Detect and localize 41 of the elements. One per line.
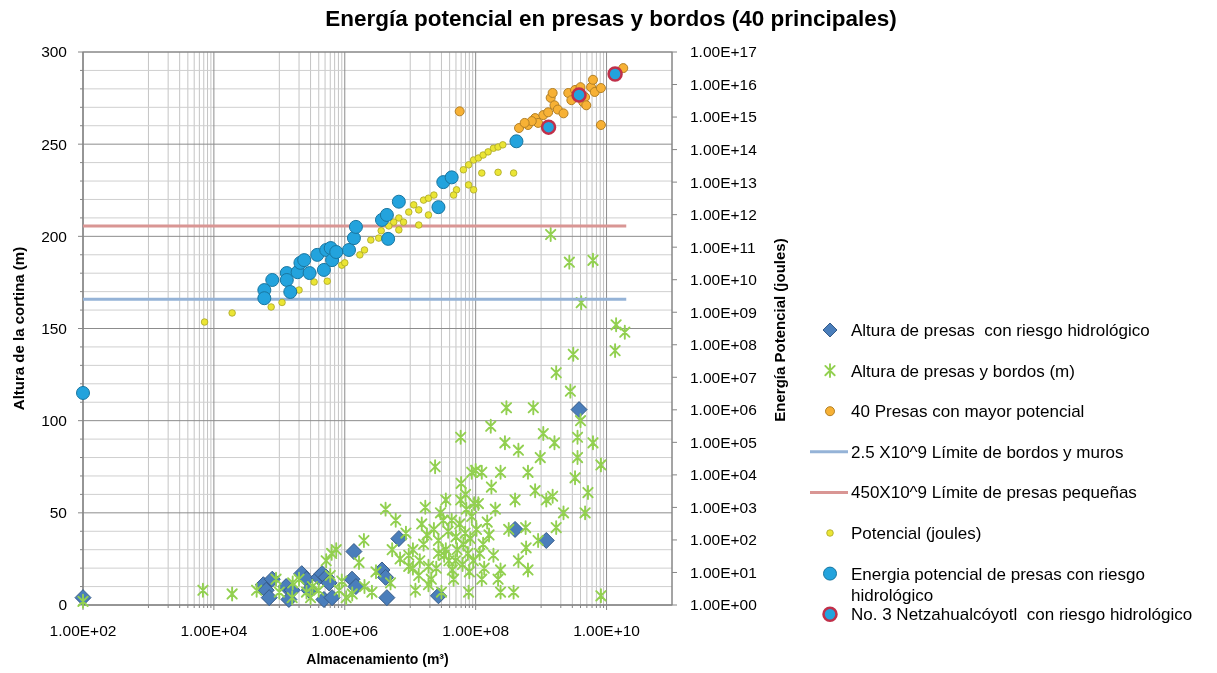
y-tick-label: 1.00E+02 <box>690 531 757 549</box>
y-tick-label: 150 <box>41 319 68 337</box>
x-axis-title: Almacenamiento (m³) <box>306 651 449 667</box>
y-tick-label: 1.00E+13 <box>690 173 757 191</box>
legend-label: 40 Presas con mayor potencial <box>851 402 1085 422</box>
y-tick-label: 0 <box>58 596 68 614</box>
y-tick-label: 1.00E+01 <box>690 563 757 581</box>
y-tick-label: 1.00E+12 <box>690 206 757 224</box>
legend-label: 2.5 X10^9 Límite de bordos y muros <box>851 442 1124 462</box>
y-tick-label: 100 <box>41 412 68 430</box>
x-tick-label: 1.00E+04 <box>180 622 248 639</box>
y-tick-label: 300 <box>41 43 68 61</box>
x-tick-label: 1.00E+08 <box>442 622 510 639</box>
y-tick-label: 1.00E+17 <box>690 43 757 61</box>
y-tick-label: 200 <box>41 227 68 245</box>
y-tick-label: 1.00E+11 <box>690 238 756 256</box>
legend-label: No. 3 Netzahualcóyotl con riesgo hidrológico <box>851 605 1193 625</box>
y-tick-label: 1.00E+03 <box>690 498 757 516</box>
y-tick-label: 1.00E+00 <box>690 596 758 614</box>
y-tick-label: 250 <box>41 135 68 153</box>
x-tick-label: 1.00E+06 <box>311 622 379 639</box>
chart-title: Energía potencial en presas y bordos (40 principales) <box>325 6 897 31</box>
y-tick-label: 1.00E+15 <box>690 108 757 126</box>
legend-label: Altura de presas con riesgo hidrológico <box>851 320 1150 340</box>
y-axis-title: Altura de la cortina (m) <box>10 246 27 411</box>
legend-label: 450X10^9 Límite de presas pequeñas <box>851 483 1137 503</box>
y-axis-title: Energía Potencial (joules) <box>771 238 788 422</box>
x-tick-label: 1.00E+10 <box>573 622 641 639</box>
y-tick-label: 1.00E+09 <box>690 303 757 321</box>
legend-label: Potencial (joules) <box>851 523 982 543</box>
legend-label: Altura de presas y bordos (m) <box>851 361 1075 381</box>
y-tick-label: 50 <box>49 504 68 522</box>
legend-label: Energia potencial de presas con riesgo hidrológico <box>851 564 1145 605</box>
y-tick-label: 1.00E+04 <box>690 466 758 484</box>
y-tick-label: 1.00E+07 <box>690 368 757 386</box>
y-tick-label: 1.00E+06 <box>690 401 757 419</box>
y-tick-label: 1.00E+05 <box>690 433 757 451</box>
y-tick-label: 1.00E+10 <box>690 271 758 289</box>
y-tick-label: 1.00E+16 <box>690 75 757 93</box>
y-tick-label: 1.00E+14 <box>690 141 758 159</box>
y-tick-label: 1.00E+08 <box>690 336 757 354</box>
